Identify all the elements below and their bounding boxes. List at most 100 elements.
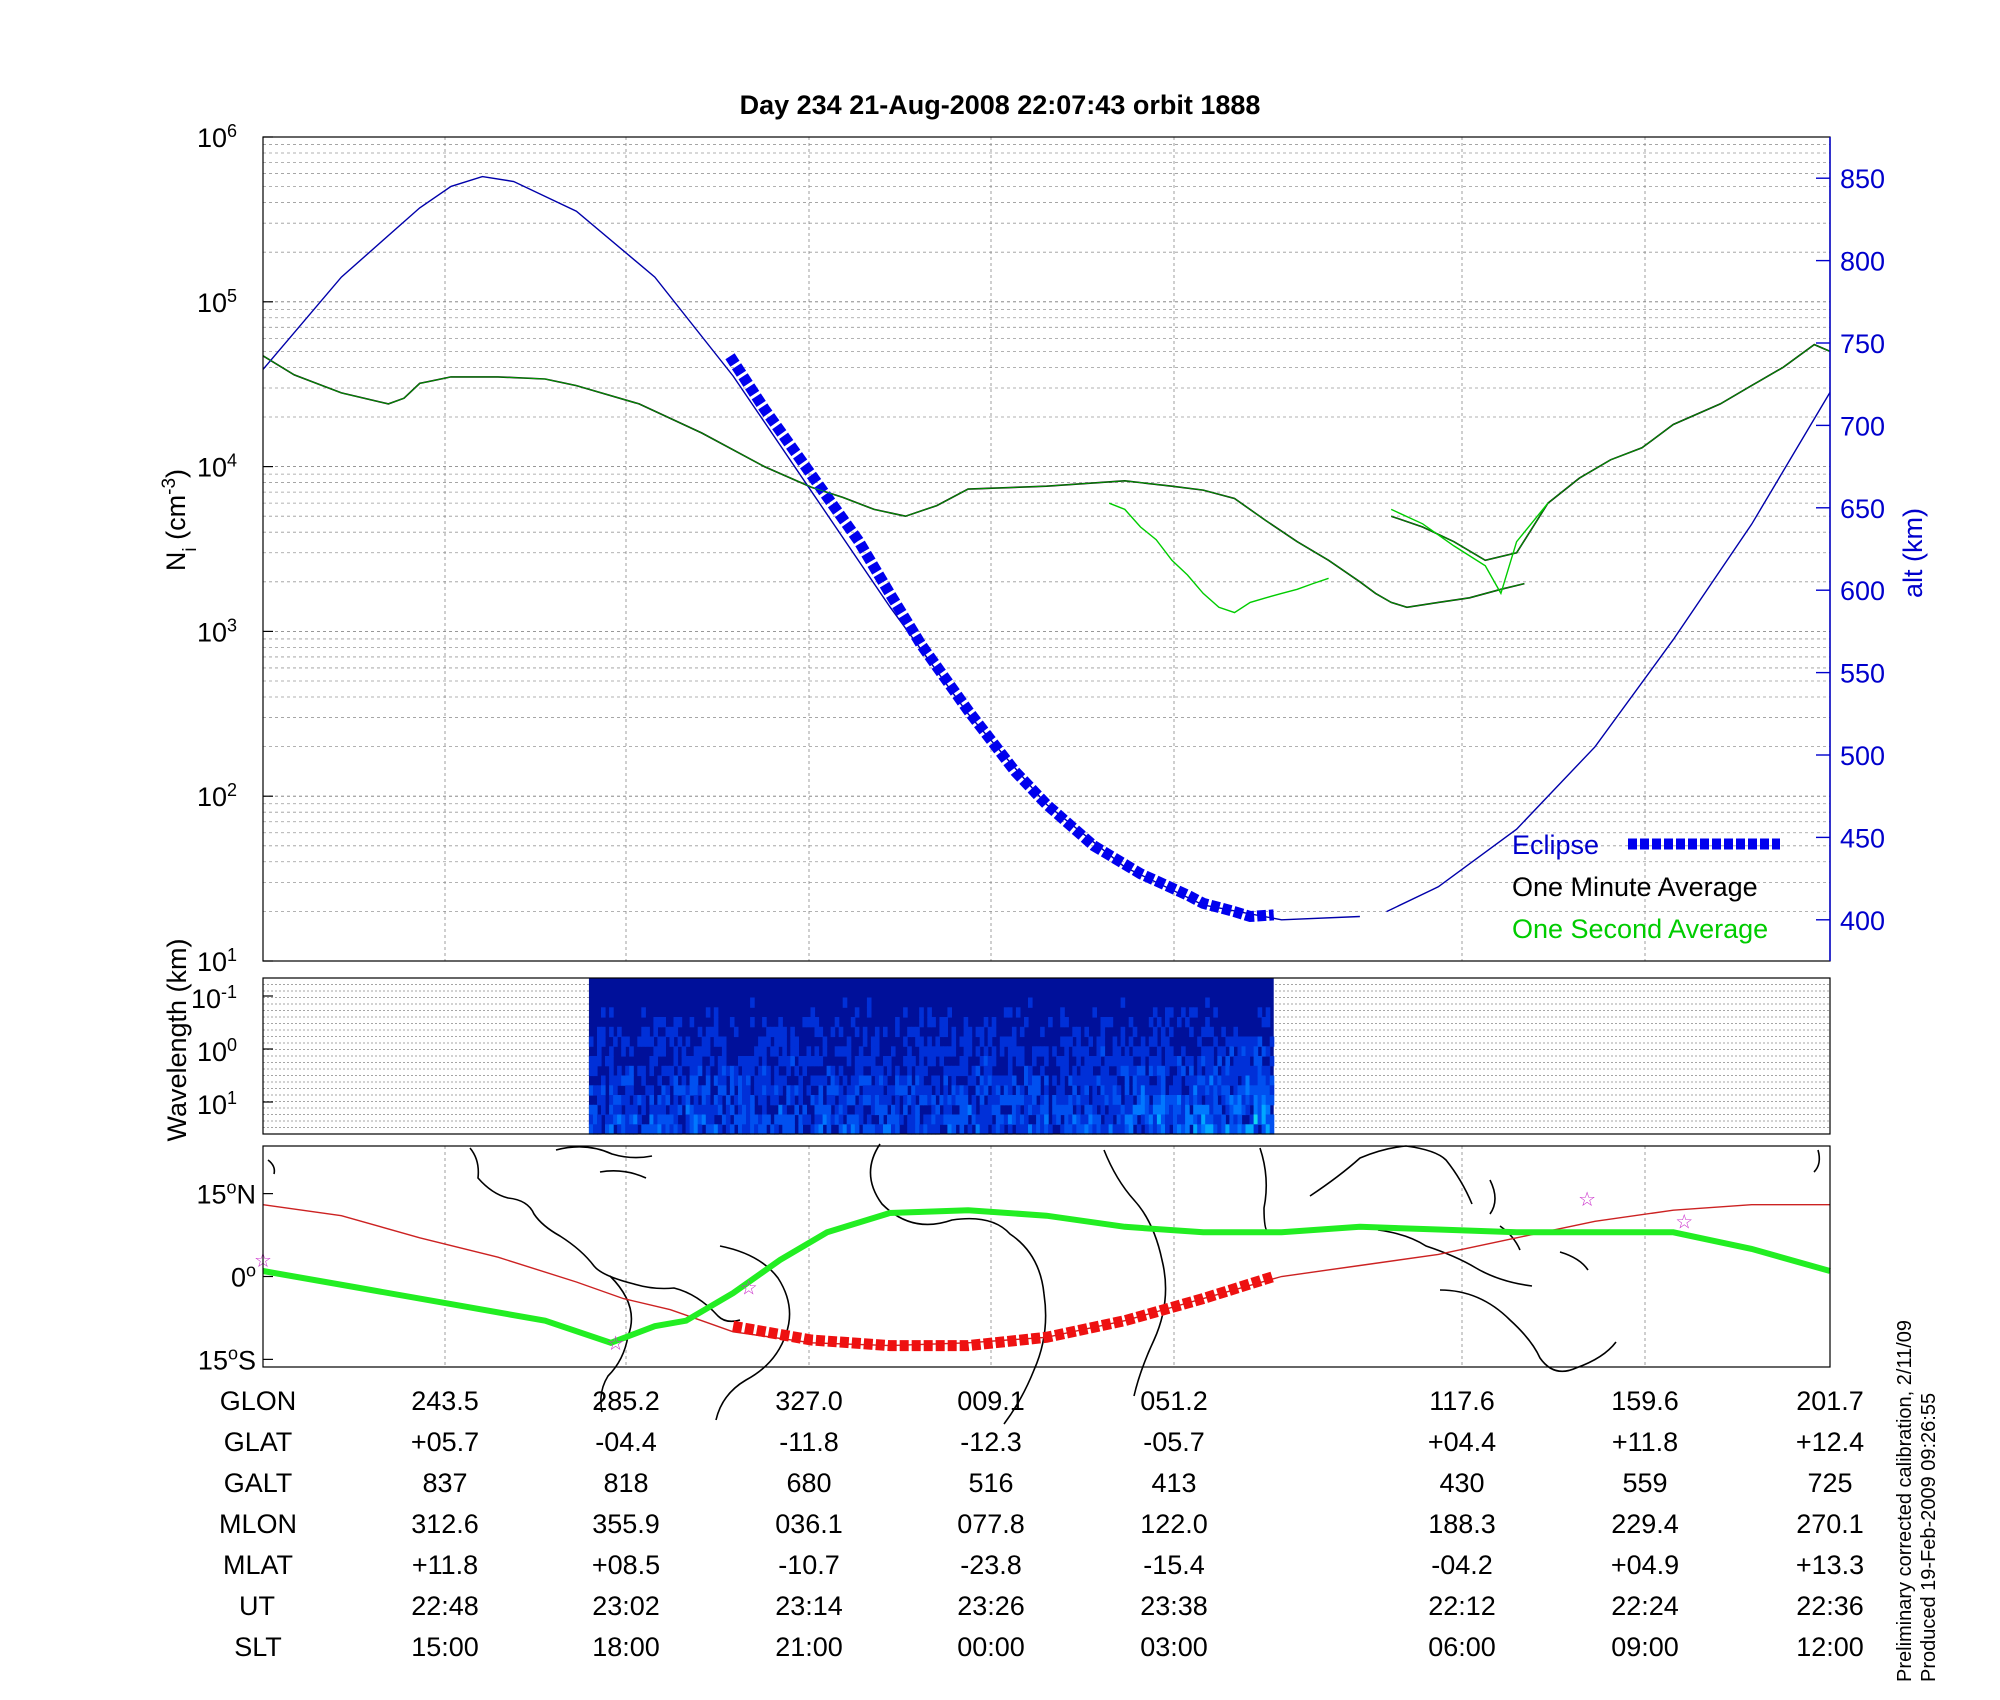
spectrogram-cell — [1205, 1085, 1210, 1096]
spectrogram-cell — [673, 1026, 679, 1038]
spectrogram-cell — [959, 1124, 965, 1135]
spectrogram-cell — [963, 1114, 969, 1125]
spectrogram-cell — [701, 1104, 707, 1116]
table-cell: 285.2 — [592, 1386, 660, 1416]
spectrogram-cell — [1269, 1095, 1275, 1106]
spectrogram-cell — [746, 1114, 751, 1125]
spectrogram-cell — [939, 1114, 944, 1125]
spectrogram-cell — [790, 1046, 795, 1057]
spectrogram-cell — [613, 1085, 618, 1096]
spectrogram-cell — [1140, 1095, 1146, 1106]
spectrogram-cell — [778, 1104, 783, 1116]
table-row-label: SLT — [234, 1632, 282, 1662]
spectrogram-cell — [1060, 1036, 1065, 1047]
spectrogram-cell — [838, 1095, 844, 1106]
spectrogram-cell — [951, 1026, 957, 1038]
y-tick-label: 101 — [197, 1088, 237, 1120]
spectrogram-cell — [758, 1095, 763, 1106]
spectrogram-cell — [1124, 1124, 1130, 1135]
spectrogram-cell — [1233, 1026, 1238, 1038]
spectrogram-cell — [1048, 1124, 1053, 1135]
density-legend: Eclipse One Minute Average One Second Av… — [1512, 830, 1780, 944]
spectrogram-cell — [750, 997, 755, 1008]
spectrogram-cell — [866, 1095, 872, 1106]
spectrogram-cell — [870, 1065, 876, 1077]
spectrogram-cell — [963, 1065, 969, 1077]
spectrogram-cell — [762, 1114, 767, 1125]
spectrogram-cell — [750, 1114, 755, 1125]
spectrogram-cell — [661, 1046, 666, 1057]
spectrogram-cell — [1249, 1036, 1255, 1047]
table-cell: 680 — [786, 1468, 831, 1498]
spectrogram-cell — [770, 1095, 775, 1106]
spectrogram-cell — [1132, 1114, 1138, 1125]
table-cell: 23:38 — [1140, 1591, 1208, 1621]
spectrogram-cell — [822, 1104, 828, 1116]
spectrogram-cell — [991, 1124, 997, 1135]
spectrogram-cell — [746, 1124, 751, 1135]
spectrogram-cell — [778, 1036, 783, 1047]
spectrogram-cell — [1245, 1056, 1251, 1067]
spectrogram-cell — [1261, 1046, 1267, 1057]
spectrogram-cell — [713, 1075, 719, 1086]
spectrogram-cell — [1028, 1104, 1033, 1116]
spectrogram-cell — [846, 1124, 852, 1135]
table-cell: 327.0 — [775, 1386, 843, 1416]
spectrogram-cell — [750, 1124, 755, 1135]
spectrogram-cell — [1072, 1095, 1077, 1106]
spectrogram-cell — [1007, 1075, 1013, 1086]
spectrogram-cell — [609, 1085, 614, 1096]
spectrogram-cell — [1128, 1036, 1134, 1047]
spectrogram-cell — [1249, 1124, 1255, 1135]
spectrogram-cell — [1036, 1124, 1041, 1135]
spectrogram-cell — [681, 1046, 687, 1057]
spectrogram-cell — [907, 1046, 912, 1057]
spectrogram-cell — [770, 1085, 775, 1096]
spectrogram-cell — [653, 1124, 658, 1135]
y-tick-exponent: 2 — [227, 780, 237, 800]
spectrogram-cell — [854, 1124, 860, 1135]
spectrogram-cell — [883, 1026, 888, 1038]
spectrogram-cell — [649, 1065, 654, 1077]
wavelength-frame — [262, 977, 1831, 1135]
spectrogram-cell — [742, 1095, 747, 1106]
ground-track-series: ☆☆☆☆☆ — [254, 1187, 1831, 1355]
table-cell: 09:00 — [1611, 1632, 1679, 1662]
spectrogram-cell — [1080, 1046, 1085, 1057]
spectrogram-cell — [963, 1085, 969, 1096]
star-icon: ☆ — [1675, 1209, 1693, 1233]
spectrogram-cell — [1197, 1075, 1202, 1086]
spectrogram-cell — [1156, 1104, 1162, 1116]
spectrogram-cell — [689, 1085, 695, 1096]
spectrogram-cell — [754, 1056, 759, 1067]
coastlines — [267, 1143, 1821, 1425]
spectrogram-cell — [862, 1085, 868, 1096]
spectrogram-cell — [1181, 1007, 1186, 1018]
table-cell: 413 — [1151, 1468, 1196, 1498]
spectrogram-cell — [943, 1017, 948, 1028]
spectrogram-cell — [709, 1026, 715, 1038]
spectrogram-cell — [1120, 1056, 1126, 1067]
spectrogram-cell — [601, 1104, 606, 1116]
spectrogram-cell — [1189, 1007, 1194, 1018]
spectrogram-cell — [1193, 1075, 1198, 1086]
spectrogram-cell — [1116, 1114, 1122, 1125]
spectrogram-cell — [1253, 1114, 1259, 1125]
spectrogram-cell — [782, 1036, 787, 1047]
spectrogram-cell — [725, 1065, 731, 1077]
spectrogram-cell — [1064, 1114, 1069, 1125]
spectrogram-cell — [693, 1095, 699, 1106]
lat-tick-label: 15oS — [198, 1343, 256, 1375]
spectrogram-cell — [1007, 1065, 1013, 1077]
spectrogram-cell — [1177, 1095, 1182, 1106]
spectrogram-cell — [1189, 1095, 1194, 1106]
spectrogram-cell — [983, 1085, 989, 1096]
spectrogram-cell — [814, 1046, 820, 1057]
spectrogram-cell — [1213, 1036, 1218, 1047]
spectrogram-cell — [1124, 1114, 1130, 1125]
spectrogram-cell — [1148, 1056, 1154, 1067]
spectrogram-cell — [971, 1065, 977, 1077]
spectrogram-cell — [1265, 1104, 1271, 1116]
